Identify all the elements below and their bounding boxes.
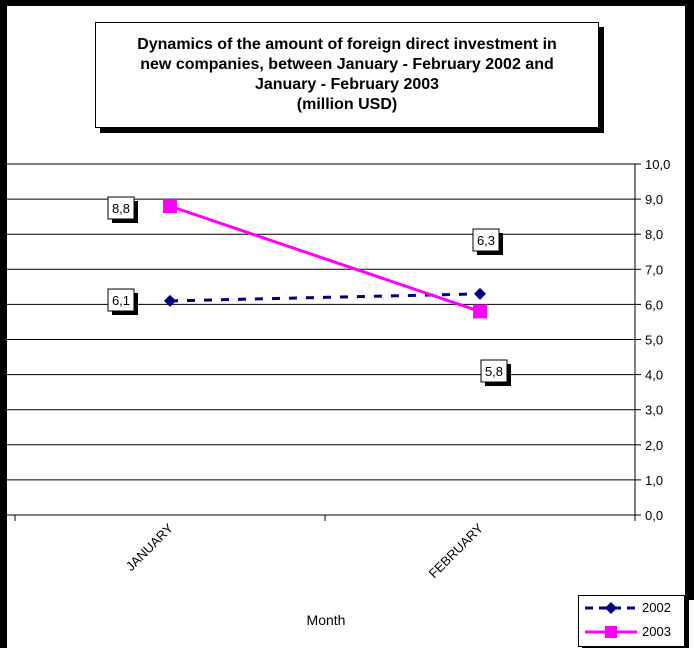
chart-title-box: Dynamics of the amount of foreign direct…: [95, 22, 599, 128]
chart-title: Dynamics of the amount of foreign direct…: [137, 36, 557, 113]
data-label: 8,8: [112, 201, 130, 216]
data-point-2003: [473, 304, 487, 319]
series-lines: [163, 199, 487, 319]
data-label: 6,1: [112, 293, 130, 308]
y-tick-label: 7,0: [645, 262, 663, 277]
data-point-2002: [164, 294, 176, 307]
data-label-box: [480, 359, 508, 383]
data-point-2003: [163, 199, 177, 214]
window-frame-top: [0, 0, 694, 6]
legend-label-2003: 2003: [642, 624, 671, 639]
y-tick-label: 6,0: [645, 297, 663, 312]
gridlines: [7, 163, 635, 516]
y-tick-label: 4,0: [645, 368, 663, 383]
y-tick-label: 3,0: [645, 403, 663, 418]
y-tick-label: 10,0: [645, 157, 670, 172]
series-line-2003: [169, 204, 481, 313]
x-axis-title: Month: [307, 612, 346, 628]
data-label: 5,8: [485, 364, 503, 379]
legend: 2002 2003: [578, 595, 685, 647]
x-tick-label: JANUARY: [123, 520, 177, 574]
data-labels: 6,1 6,3 8,8 5,8: [107, 196, 511, 386]
y-tick-label: 9,0: [645, 192, 663, 207]
data-label: 6,3: [477, 233, 495, 248]
window-frame-right: [685, 0, 694, 600]
legend-item-2002: 2002: [579, 596, 684, 620]
y-tick-label: 0,0: [645, 508, 663, 523]
data-label-box: [107, 196, 135, 220]
data-point-2002: [474, 287, 486, 300]
window-frame-left: [0, 0, 7, 648]
legend-swatch-2002: [585, 602, 637, 614]
legend-swatch-2003: [585, 626, 637, 638]
y-tick-label: 8,0: [645, 227, 663, 242]
y-tick-label: 5,0: [645, 333, 663, 348]
y-tick-label: 2,0: [645, 438, 663, 453]
y-tick-label: 1,0: [645, 473, 663, 488]
legend-label-2002: 2002: [642, 600, 671, 615]
data-label-box: [472, 228, 500, 252]
x-tick-label: FEBRUARY: [426, 520, 487, 581]
legend-item-2003: 2003: [579, 620, 684, 644]
data-label-box: [107, 288, 135, 312]
